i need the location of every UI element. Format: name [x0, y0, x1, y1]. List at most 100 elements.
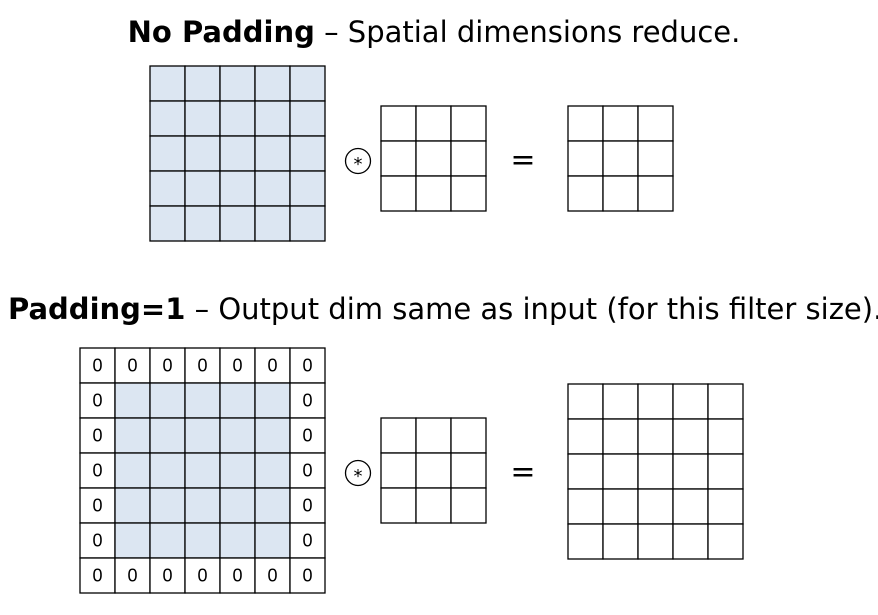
- input-cell: [289, 100, 326, 137]
- padding-cell: [289, 382, 326, 419]
- padding-zero: 0: [92, 530, 102, 550]
- input-cell: [184, 452, 221, 489]
- padding-zero: 0: [302, 425, 312, 445]
- output-cell: [707, 523, 744, 560]
- input-cell: [149, 522, 186, 559]
- padding-cell: [149, 557, 186, 594]
- padding-cell: [184, 347, 221, 384]
- input-cell: [114, 487, 151, 524]
- padding-zero: 0: [127, 355, 137, 375]
- input-cell: [219, 65, 256, 102]
- input-cell: [184, 65, 221, 102]
- input-cell: [219, 487, 256, 524]
- padding-cell: [289, 417, 326, 454]
- input-cell: [149, 170, 186, 207]
- padding-zero: 0: [92, 390, 102, 410]
- filter-cell: [415, 452, 452, 489]
- input-cell: [149, 382, 186, 419]
- padding-cell: [254, 557, 291, 594]
- output-cell: [637, 105, 674, 142]
- output-cell: [567, 453, 604, 490]
- output-cell: [637, 175, 674, 212]
- input-cell: [184, 522, 221, 559]
- output-cell: [602, 488, 639, 525]
- output-cell: [672, 523, 709, 560]
- input-cell: [254, 417, 291, 454]
- filter-cell: [380, 417, 417, 454]
- input-cell: [219, 100, 256, 137]
- output-cell: [602, 105, 639, 142]
- title-bold: Padding=1: [8, 292, 185, 326]
- input-cell: [184, 135, 221, 172]
- output-cell: [567, 140, 604, 177]
- input-cell: [219, 135, 256, 172]
- padding-zero: 0: [162, 355, 172, 375]
- padding-cell: [149, 347, 186, 384]
- output-cell: [602, 383, 639, 420]
- filter-cell: [380, 105, 417, 142]
- input-cell: [149, 452, 186, 489]
- padding-cell: [219, 557, 256, 594]
- output-cell: [707, 488, 744, 525]
- padding-cell: [289, 557, 326, 594]
- input-cell: [254, 205, 291, 242]
- filter-cell: [380, 487, 417, 524]
- padding-zero: 0: [302, 495, 312, 515]
- output-cell: [672, 453, 709, 490]
- input-cell: [184, 100, 221, 137]
- filter-cell: [450, 487, 487, 524]
- input-cell: [184, 382, 221, 419]
- input-cell: [254, 135, 291, 172]
- padding-zero: 0: [162, 565, 172, 585]
- padding-zero: 0: [302, 460, 312, 480]
- output-cell: [602, 418, 639, 455]
- padding-zero: 0: [197, 565, 207, 585]
- output-cell: [602, 453, 639, 490]
- input-cell: [254, 100, 291, 137]
- padding-zero: 0: [92, 565, 102, 585]
- filter-cell: [415, 417, 452, 454]
- padding-zero: 0: [302, 530, 312, 550]
- output-cell: [637, 488, 674, 525]
- filter-cell: [450, 417, 487, 454]
- input-cell: [149, 417, 186, 454]
- output-cell: [637, 453, 674, 490]
- output-cell: [707, 418, 744, 455]
- conv-circle: [344, 147, 372, 175]
- title-rest: – Output dim same as input (for this fil…: [185, 292, 878, 326]
- padding-zero: 0: [92, 355, 102, 375]
- conv-circle: [344, 459, 372, 487]
- input-cell: [254, 487, 291, 524]
- input-cell: [219, 205, 256, 242]
- input-cell: [149, 205, 186, 242]
- padding-cell: [289, 452, 326, 489]
- padding-cell: [289, 487, 326, 524]
- padding-zero: 0: [267, 355, 277, 375]
- padding-cell: [79, 557, 116, 594]
- padding-zero: 0: [232, 355, 242, 375]
- output-cell: [567, 175, 604, 212]
- output-cell: [637, 523, 674, 560]
- input-cell: [184, 417, 221, 454]
- output-cell: [567, 488, 604, 525]
- input-cell: [289, 170, 326, 207]
- input-cell: [289, 135, 326, 172]
- output-cell: [567, 105, 604, 142]
- input-cell: [114, 522, 151, 559]
- input-cell: [219, 522, 256, 559]
- title-bold: No Padding: [128, 15, 315, 49]
- input-cell: [219, 452, 256, 489]
- padding-zero: 0: [232, 565, 242, 585]
- input-cell: [149, 100, 186, 137]
- input-cell: [149, 135, 186, 172]
- input-cell: [254, 382, 291, 419]
- input-cell: [289, 205, 326, 242]
- filter-cell: [450, 452, 487, 489]
- input-cell: [184, 170, 221, 207]
- filter-cell: [450, 140, 487, 177]
- padding-zero: 0: [127, 565, 137, 585]
- padding-zero: 0: [267, 565, 277, 585]
- input-cell: [114, 382, 151, 419]
- output-cell: [672, 418, 709, 455]
